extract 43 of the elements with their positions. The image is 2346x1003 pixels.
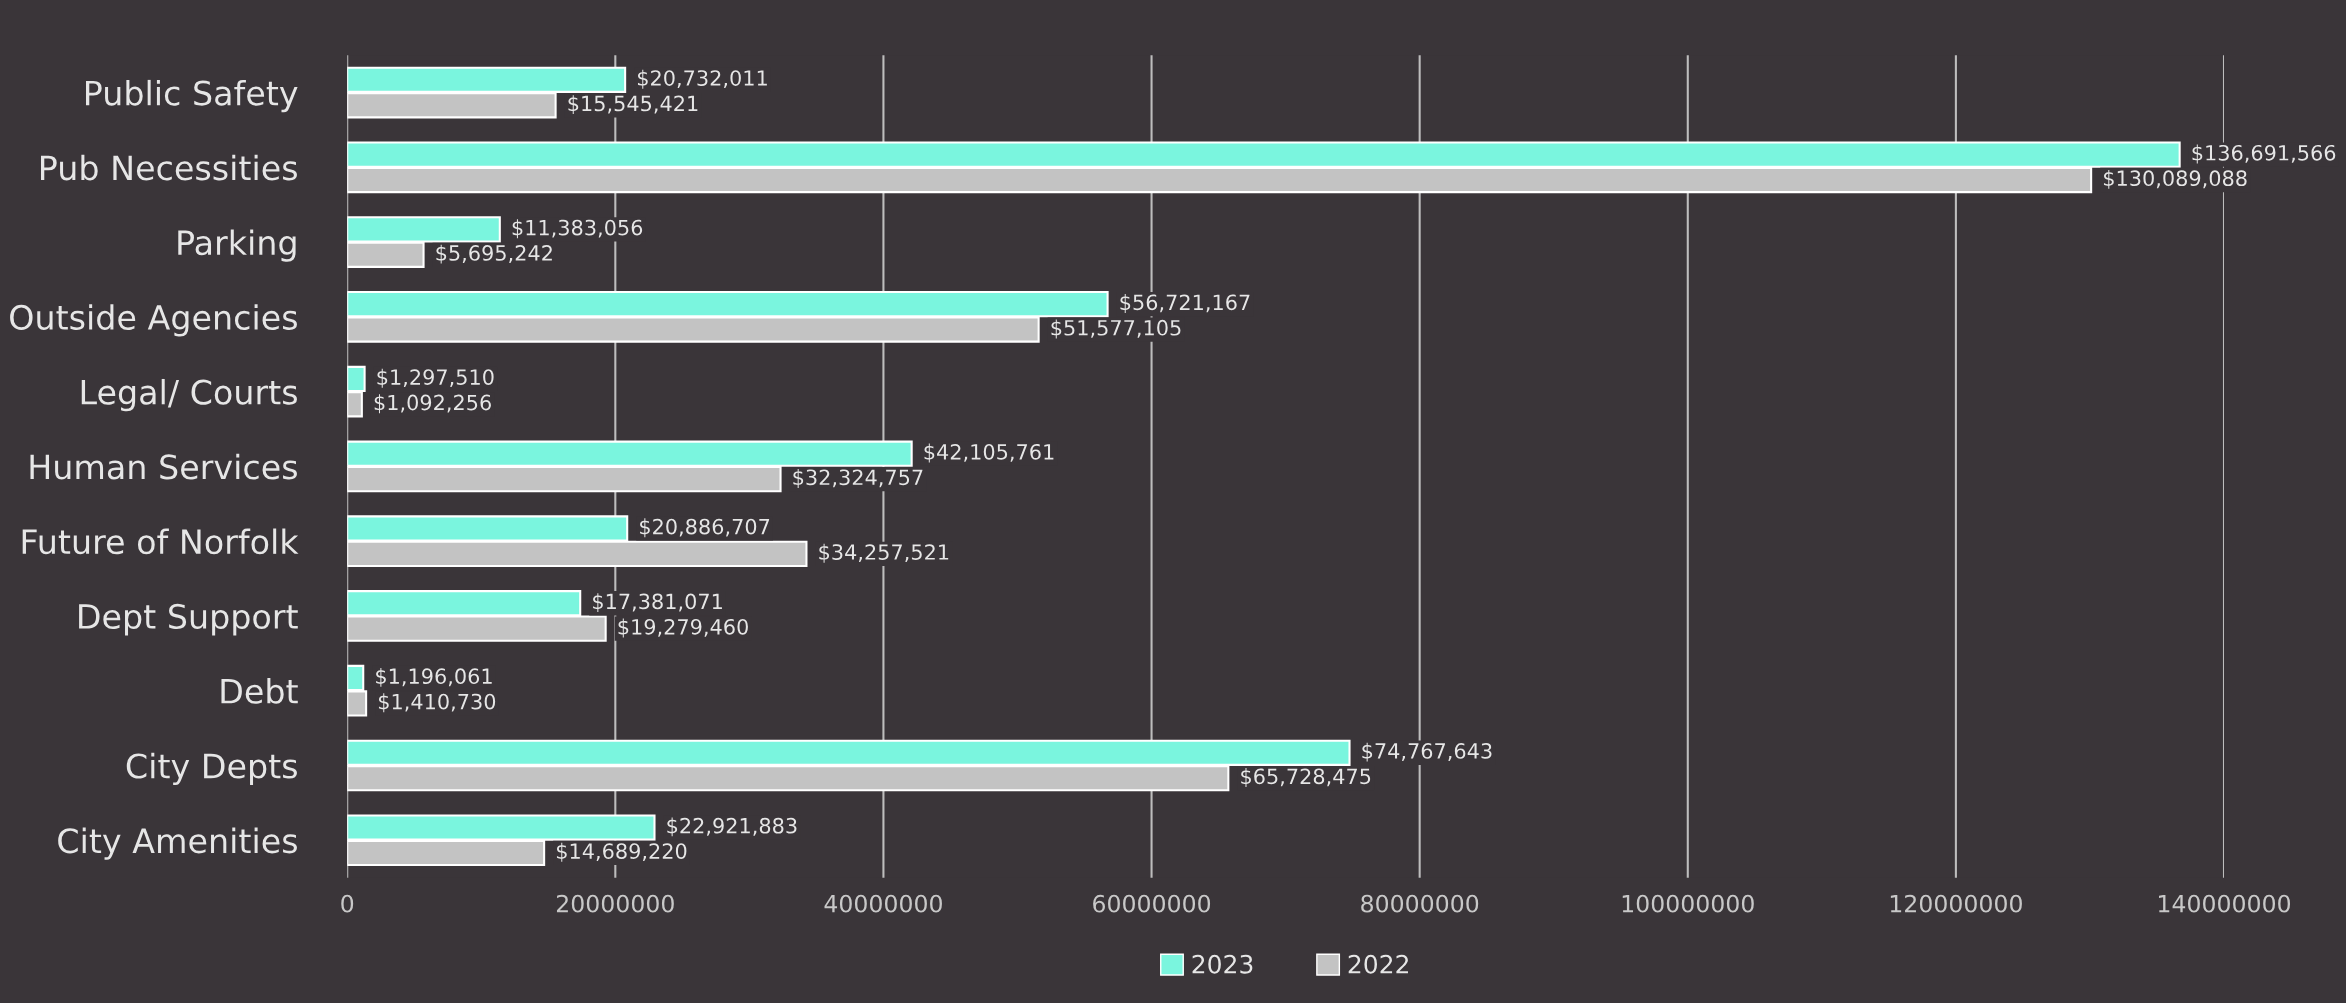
x-tick-label: 20000000 [556, 894, 674, 913]
data-label: $51,577,105 [1051, 319, 1181, 339]
legend-label: 2022 [1348, 954, 1408, 974]
data-label: $5,695,242 [436, 244, 552, 264]
y-tick-label: Dept Support [79, 603, 298, 636]
x-tick-label: 60000000 [1093, 894, 1211, 913]
data-label: $130,089,088 [2103, 169, 2247, 189]
y-tick-label: Outside Agencies [10, 304, 297, 337]
x-tick-label: 0 [341, 894, 354, 913]
data-label: $1,092,256 [374, 394, 491, 414]
data-label: $22,921,883 [667, 817, 797, 837]
x-tick-label: 140000000 [2159, 894, 2291, 913]
legend-label: 2023 [1192, 954, 1253, 974]
y-tick-label: Human Services [30, 453, 297, 480]
data-label: $1,410,730 [378, 693, 496, 713]
data-label: $20,732,011 [637, 69, 767, 89]
data-label: $56,721,167 [1120, 294, 1250, 313]
data-label: $17,381,071 [593, 593, 722, 613]
y-tick-label: Future of Norfolk [22, 528, 299, 555]
x-tick-label: 40000000 [824, 894, 942, 913]
data-label: $20,886,707 [640, 518, 770, 538]
data-label: $19,279,460 [618, 618, 748, 638]
data-label: $15,545,421 [568, 95, 698, 115]
data-label: $1,196,061 [376, 667, 492, 687]
y-tick-label: City Amenities [58, 827, 297, 860]
data-label: $34,257,521 [819, 543, 949, 563]
data-label: $136,691,566 [2192, 144, 2336, 164]
y-tick-label: Parking [178, 229, 296, 262]
x-tick-label: 80000000 [1361, 894, 1479, 913]
data-label: $74,767,643 [1362, 742, 1492, 762]
data-label: $32,324,757 [793, 469, 923, 488]
data-label: $14,689,220 [556, 842, 687, 862]
x-tick-label: 100000000 [1622, 894, 1754, 913]
data-label: $65,728,475 [1241, 768, 1371, 787]
y-tick-label: City Depts [126, 752, 297, 786]
y-tick-label: Public Safety [85, 79, 298, 113]
x-tick-label: 120000000 [1890, 894, 2022, 913]
data-label: $42,105,761 [924, 443, 1054, 463]
y-tick-label: Pub Necessities [40, 154, 297, 181]
data-label: $1,297,510 [377, 368, 494, 388]
y-tick-label: Debt [221, 678, 298, 704]
data-label: $11,383,056 [512, 219, 643, 239]
y-tick-label: Legal/ Courts [81, 378, 297, 412]
